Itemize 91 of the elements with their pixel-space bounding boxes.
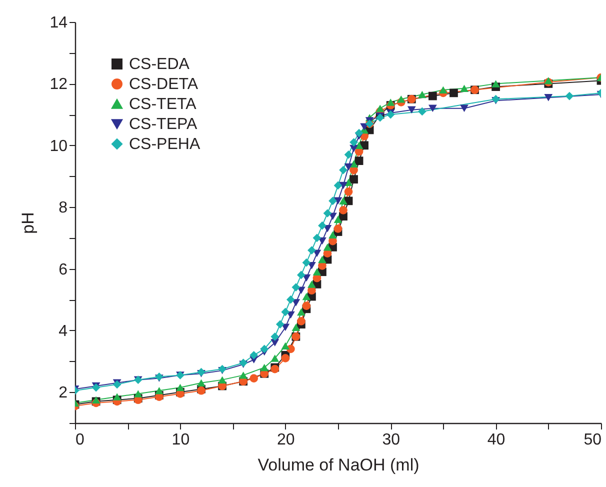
point bbox=[439, 86, 448, 94]
legend-label: CS-TETA bbox=[129, 96, 197, 113]
point bbox=[296, 270, 306, 280]
point bbox=[281, 354, 290, 362]
point bbox=[154, 386, 164, 394]
point bbox=[334, 224, 342, 233]
point bbox=[218, 376, 226, 384]
point bbox=[354, 156, 364, 165]
x-axis-title: Volume of NaOH (ml) bbox=[258, 456, 420, 474]
point bbox=[344, 187, 353, 196]
point bbox=[492, 94, 500, 104]
y-tick-label: 8 bbox=[58, 200, 68, 217]
point bbox=[112, 393, 122, 400]
point bbox=[418, 107, 426, 116]
point bbox=[281, 342, 290, 350]
point bbox=[418, 90, 426, 98]
legend-label: CS-TEPA bbox=[129, 116, 198, 133]
x-tick-label: 10 bbox=[172, 432, 190, 448]
point bbox=[302, 302, 311, 310]
point bbox=[328, 196, 337, 206]
point bbox=[239, 372, 248, 379]
legend-label: CS-DETA bbox=[129, 76, 198, 93]
y-tick-label: 2 bbox=[58, 384, 68, 402]
point bbox=[312, 234, 322, 242]
point bbox=[296, 308, 306, 316]
point bbox=[308, 246, 316, 254]
point bbox=[428, 92, 437, 100]
point bbox=[354, 128, 364, 138]
legend-label: CS-PEHA bbox=[129, 136, 200, 153]
point bbox=[344, 163, 353, 171]
y-tick-label: 4 bbox=[58, 322, 68, 340]
point bbox=[318, 221, 326, 230]
point bbox=[302, 258, 311, 267]
point bbox=[428, 104, 437, 112]
point bbox=[302, 292, 311, 300]
point bbox=[492, 80, 500, 88]
y-tick-label: 6 bbox=[58, 261, 68, 278]
point bbox=[281, 308, 290, 316]
point bbox=[407, 106, 416, 114]
point bbox=[250, 350, 258, 360]
point bbox=[197, 379, 206, 387]
point bbox=[176, 384, 184, 392]
point bbox=[308, 280, 316, 288]
point bbox=[323, 244, 332, 251]
point bbox=[344, 150, 353, 159]
point bbox=[339, 197, 348, 205]
point bbox=[270, 332, 280, 341]
point bbox=[318, 256, 326, 264]
point bbox=[250, 374, 258, 382]
y-tick-label: 14 bbox=[50, 14, 68, 32]
point bbox=[270, 354, 280, 362]
legend-label: CS-EDA bbox=[129, 56, 190, 73]
x-tick-label: 0 bbox=[76, 432, 84, 448]
point bbox=[292, 283, 300, 292]
point bbox=[350, 138, 358, 146]
y-axis-title: pH bbox=[18, 212, 38, 234]
y-tick-label: 12 bbox=[50, 76, 68, 94]
point bbox=[386, 98, 395, 106]
point bbox=[350, 175, 358, 184]
point bbox=[460, 84, 468, 92]
point bbox=[376, 104, 384, 112]
point bbox=[292, 324, 300, 331]
x-tick-label: 30 bbox=[382, 432, 400, 448]
point bbox=[396, 95, 406, 103]
point bbox=[544, 94, 553, 102]
point bbox=[450, 88, 458, 98]
point bbox=[339, 166, 348, 174]
point bbox=[339, 206, 348, 214]
x-tick-label: 40 bbox=[487, 432, 506, 448]
point bbox=[339, 182, 348, 190]
point bbox=[270, 339, 280, 346]
point bbox=[134, 390, 142, 398]
point bbox=[197, 368, 206, 376]
point bbox=[460, 104, 468, 112]
point bbox=[565, 92, 574, 100]
point bbox=[260, 344, 269, 354]
point bbox=[260, 364, 269, 372]
point bbox=[276, 320, 284, 328]
point bbox=[323, 209, 332, 218]
point bbox=[312, 268, 322, 276]
y-tick-label: 10 bbox=[50, 138, 68, 155]
point bbox=[286, 295, 295, 304]
point bbox=[296, 317, 306, 326]
point bbox=[334, 216, 342, 224]
point bbox=[354, 142, 364, 150]
point bbox=[92, 396, 100, 404]
x-tick-label: 20 bbox=[277, 432, 295, 448]
x-tick-label: 50 bbox=[584, 432, 602, 448]
point bbox=[344, 178, 353, 186]
point bbox=[328, 231, 337, 238]
point bbox=[334, 181, 342, 190]
